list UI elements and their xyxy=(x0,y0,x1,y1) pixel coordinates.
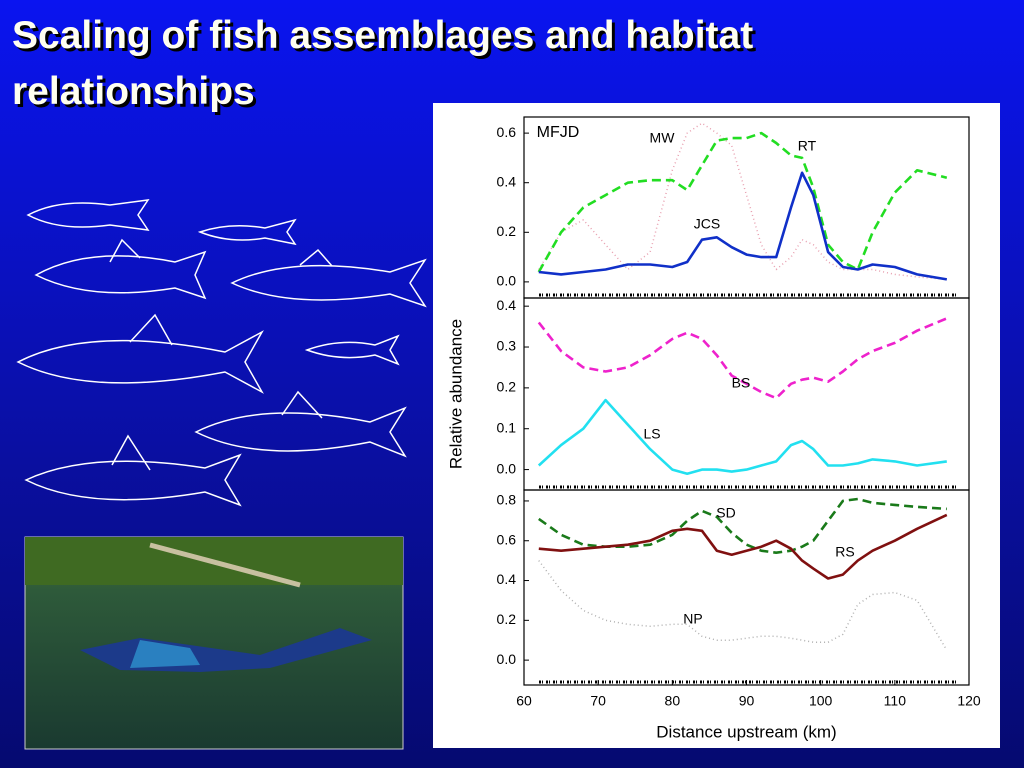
photo-jacket xyxy=(130,640,200,668)
y-tick-label: 0.6 xyxy=(497,531,517,547)
y-tick-label: 0.4 xyxy=(497,571,517,587)
series-label: SD xyxy=(716,505,735,521)
slide-title: Scaling of fish assemblages and habitat … xyxy=(12,14,754,113)
series-line xyxy=(538,560,948,651)
x-tick-label: 70 xyxy=(590,693,606,709)
series-label: RS xyxy=(835,544,854,560)
x-axis-label: Distance upstream (km) xyxy=(656,722,836,741)
x-tick-label: 120 xyxy=(957,693,981,709)
y-tick-label: 0.0 xyxy=(497,651,517,667)
series-line xyxy=(537,398,947,475)
fish-drawings xyxy=(16,199,427,507)
y-axis-label: Relative abundance xyxy=(446,319,465,469)
chart-background xyxy=(433,103,1000,748)
y-tick-label: 0.0 xyxy=(497,273,517,289)
series-label: JCS xyxy=(694,216,720,232)
x-tick-label: 100 xyxy=(809,693,833,709)
x-tick-label: 90 xyxy=(739,693,755,709)
y-tick-label: 0.4 xyxy=(497,297,517,313)
plot-frame xyxy=(523,297,970,491)
y-tick-label: 0.2 xyxy=(497,223,517,239)
y-tick-label: 0.8 xyxy=(497,492,517,508)
series-line xyxy=(537,131,948,273)
photo-log xyxy=(149,542,301,588)
x-tick-label: 110 xyxy=(884,693,907,709)
series-label: MW xyxy=(650,130,676,146)
series-line xyxy=(538,122,947,281)
series-label: BS xyxy=(732,375,751,391)
y-tick-label: 0.2 xyxy=(497,611,517,627)
y-tick-label: 0.1 xyxy=(497,419,517,435)
photo xyxy=(24,536,404,750)
x-tick-label: 80 xyxy=(665,693,681,709)
series-label: RT xyxy=(798,138,817,154)
series-line xyxy=(537,317,948,400)
y-tick-label: 0.2 xyxy=(497,379,517,395)
series-label: NP xyxy=(683,611,702,627)
series-line xyxy=(538,171,948,281)
plot-frame xyxy=(523,489,970,686)
y-tick-label: 0.4 xyxy=(497,173,517,189)
y-tick-label: 0.0 xyxy=(497,460,517,476)
panel-label: MFJD xyxy=(537,124,580,141)
y-tick-label: 0.3 xyxy=(497,338,517,354)
series-line xyxy=(538,513,948,580)
y-tick-label: 0.6 xyxy=(497,124,517,140)
x-tick-label: 60 xyxy=(516,693,532,709)
series-label: LS xyxy=(643,426,660,442)
